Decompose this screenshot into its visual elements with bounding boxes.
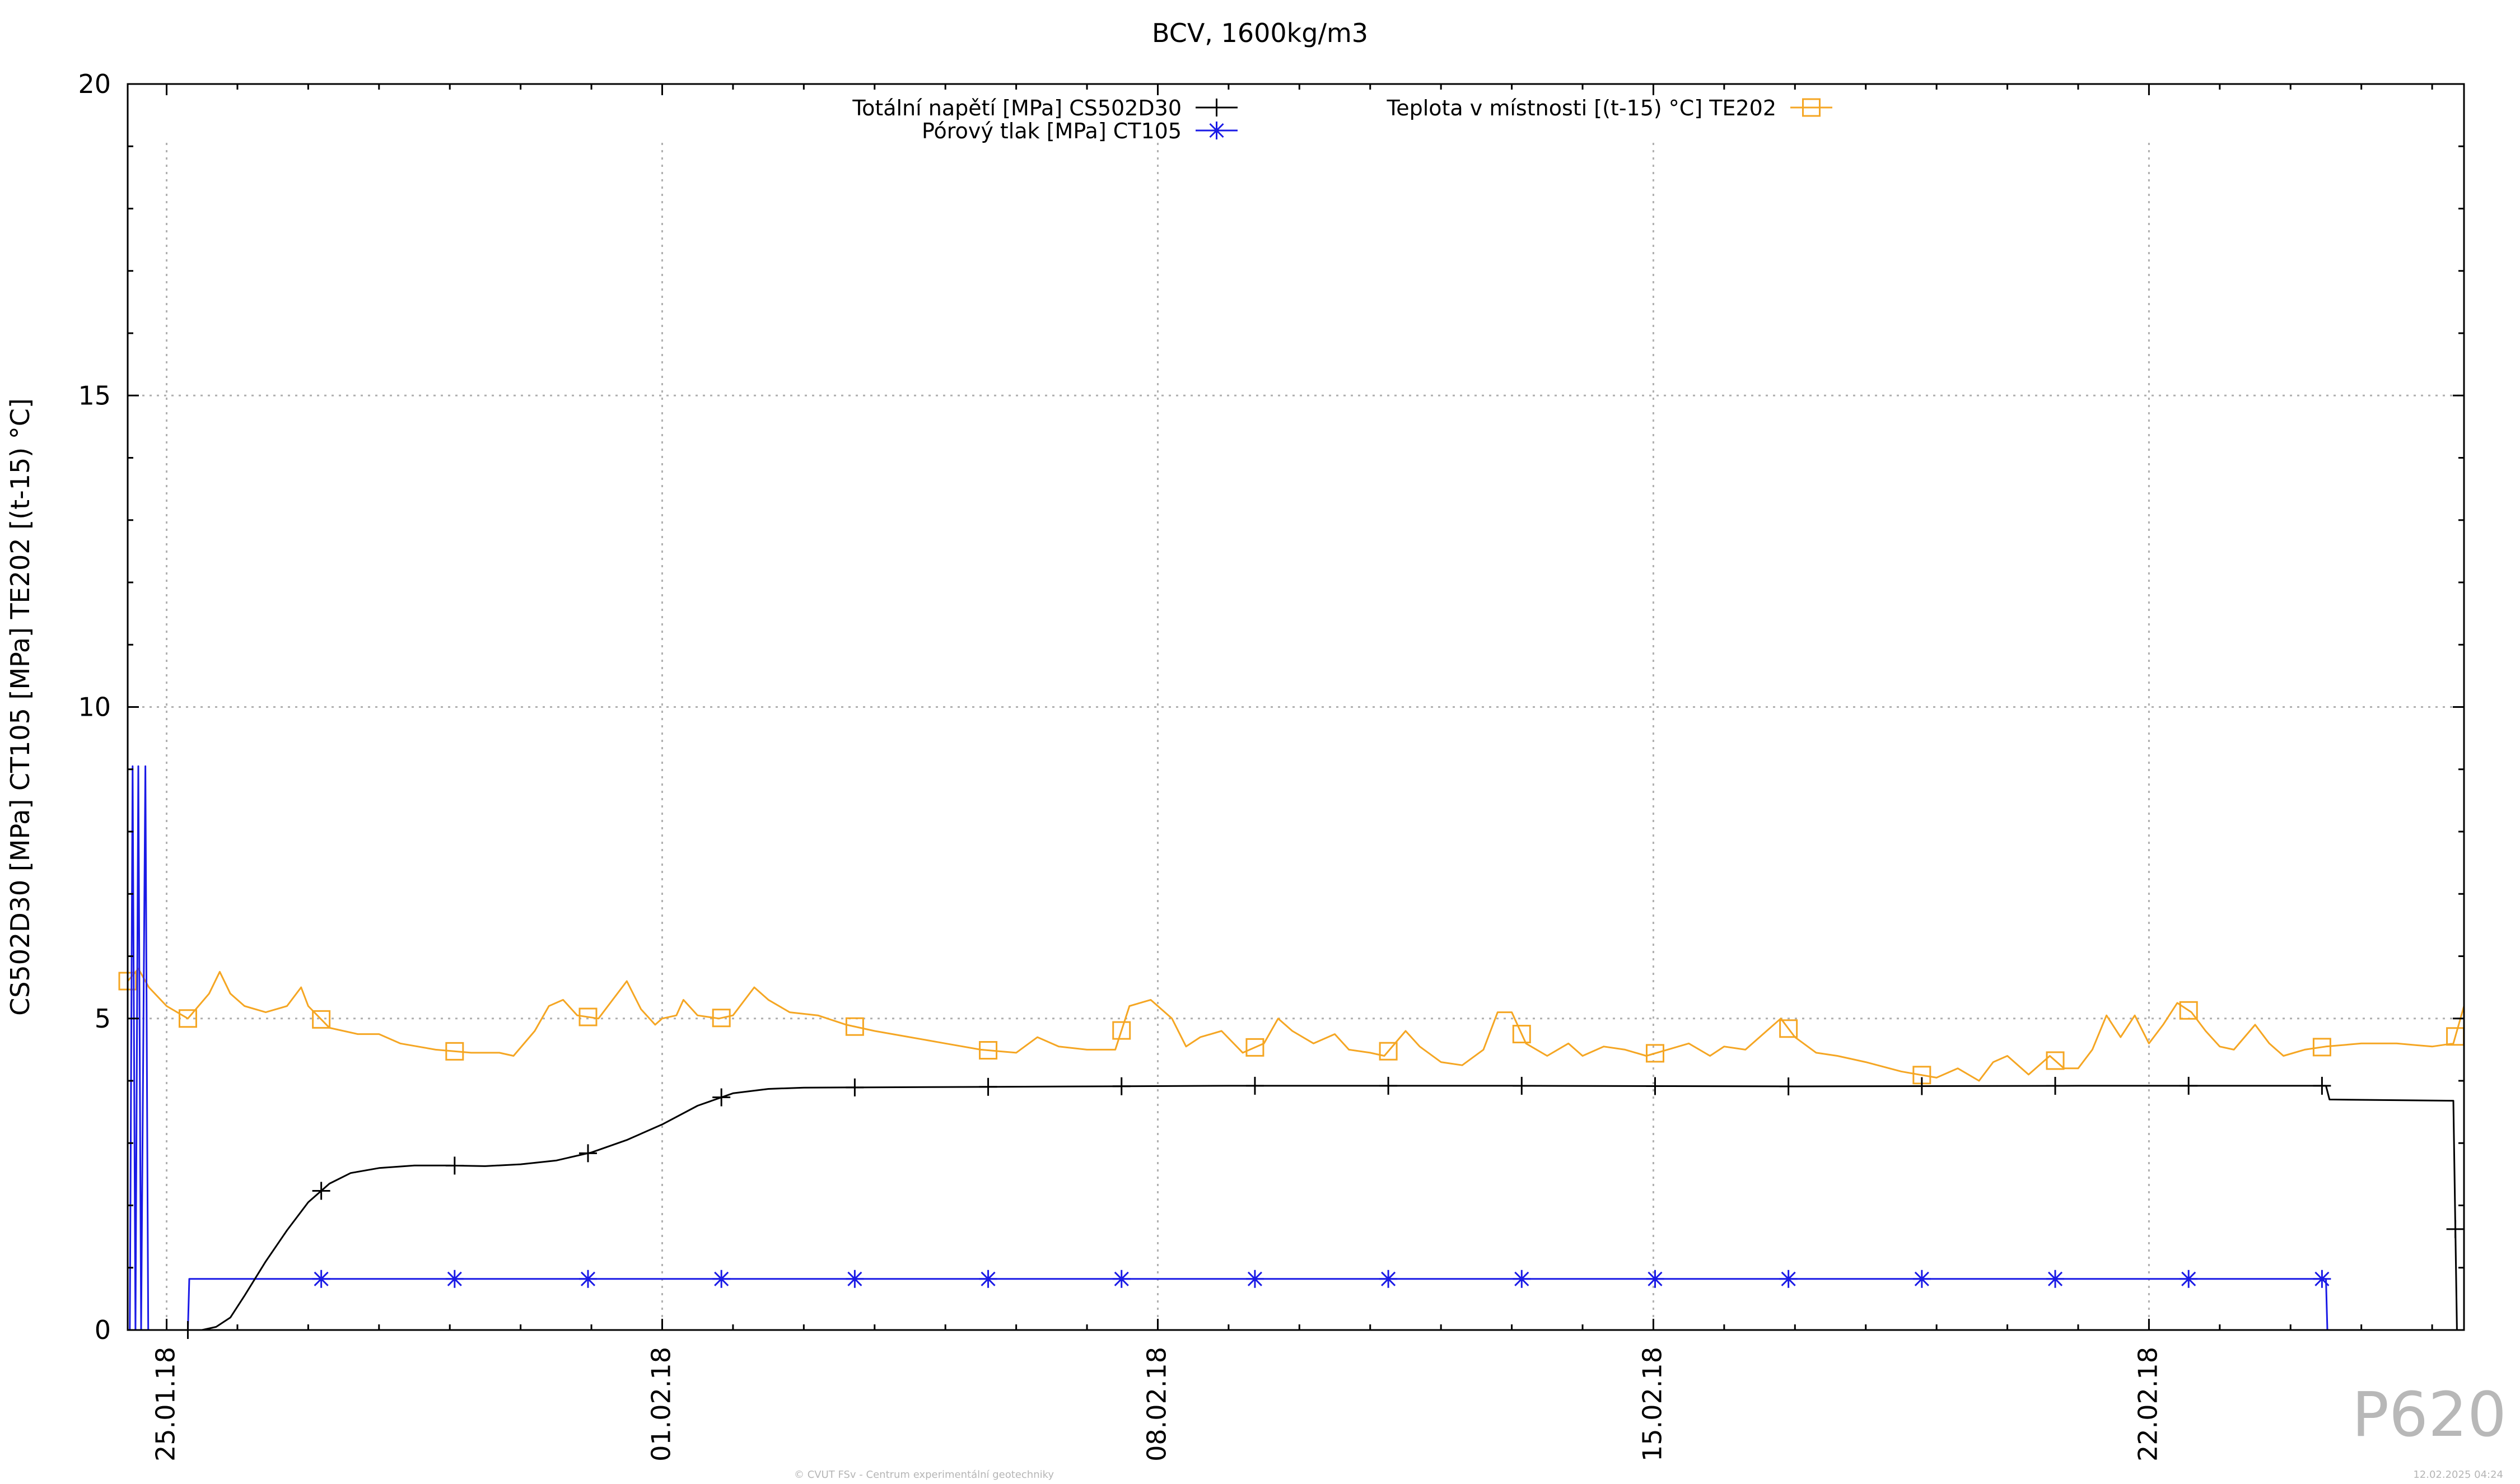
data-point-marker bbox=[1645, 1044, 1664, 1063]
data-point-marker bbox=[1209, 123, 1224, 138]
series-line bbox=[188, 1085, 2464, 1331]
data-point-marker bbox=[314, 1271, 329, 1286]
data-point-marker bbox=[2179, 1001, 2198, 1020]
y-tick-label: 10 bbox=[78, 692, 111, 722]
data-point-marker bbox=[712, 1009, 731, 1028]
x-tick-label: 01.02.18 bbox=[646, 1347, 676, 1462]
data-point-marker bbox=[714, 1271, 729, 1286]
data-point-marker bbox=[1381, 1271, 1396, 1286]
x-tick-label: 22.02.18 bbox=[2132, 1347, 2163, 1462]
axes: 0 5 10 15 20 25.01.18 01.02.18 08.02.18 15.02.18… bbox=[78, 69, 2464, 1462]
copyright-text: © CVUT FSv - Centrum experimentální geot… bbox=[794, 1469, 1054, 1481]
timestamp-text: 12.02.2025 04:24 bbox=[2413, 1469, 2503, 1481]
x-tick-label: 25.01.18 bbox=[151, 1347, 181, 1462]
watermark-label: P620 bbox=[2351, 1379, 2507, 1450]
data-point-marker bbox=[847, 1271, 862, 1286]
series-markers bbox=[118, 972, 2465, 1085]
legend-label: Totální napětí [MPa] CS502D30 bbox=[852, 96, 1182, 120]
data-point-marker bbox=[981, 1271, 996, 1286]
data-point-marker bbox=[1781, 1271, 1796, 1286]
data-point-marker bbox=[1112, 1021, 1131, 1040]
chart-title: BCV, 1600kg/m3 bbox=[1152, 18, 1368, 48]
grid-lines bbox=[128, 143, 2464, 1330]
data-point-marker bbox=[447, 1271, 462, 1286]
series-markers bbox=[179, 1076, 2465, 1339]
series-line bbox=[129, 765, 2328, 1331]
data-point-marker bbox=[1379, 1042, 1398, 1061]
legend-item: Teplota v místnosti [(t-15) °C] TE202 bbox=[1386, 96, 1832, 120]
data-point-marker bbox=[1914, 1271, 1929, 1286]
data-point-marker bbox=[580, 1271, 596, 1286]
legend-label: Teplota v místnosti [(t-15) °C] TE202 bbox=[1386, 96, 1776, 120]
y-tick-label: 0 bbox=[95, 1315, 111, 1345]
data-point-marker bbox=[445, 1042, 464, 1061]
series-markers bbox=[312, 1270, 2331, 1288]
data-point-marker bbox=[2181, 1271, 2196, 1286]
data-point-marker bbox=[845, 1017, 864, 1036]
legend-label: Pórový tlak [MPa] CT105 bbox=[922, 119, 1182, 143]
series-square bbox=[118, 968, 2465, 1085]
data-point-marker bbox=[1648, 1271, 1663, 1286]
data-point-marker bbox=[1245, 1038, 1264, 1057]
x-tick-label: 15.02.18 bbox=[1637, 1347, 1667, 1462]
x-tick-label: 08.02.18 bbox=[1141, 1347, 1172, 1462]
y-tick-label: 15 bbox=[78, 380, 111, 410]
legend-item: Totální napětí [MPa] CS502D30 bbox=[852, 96, 1238, 120]
series-plus bbox=[179, 1076, 2465, 1339]
y-tick-label: 5 bbox=[95, 1004, 111, 1034]
data-point-marker bbox=[2314, 1271, 2330, 1286]
data-point-marker bbox=[2046, 1051, 2065, 1070]
series-line bbox=[127, 968, 2465, 1082]
data-point-marker bbox=[1247, 1271, 1262, 1286]
data-point-marker bbox=[979, 1041, 998, 1060]
y-axis-label: CS502D30 [MPa] CT105 [MPa] TE202 [(t-15)… bbox=[5, 398, 35, 1016]
series-layer bbox=[118, 765, 2465, 1339]
series-star bbox=[129, 765, 2331, 1331]
data-point-marker bbox=[1514, 1271, 1529, 1286]
data-point-marker bbox=[1114, 1271, 1129, 1286]
y-tick-label: 20 bbox=[78, 69, 111, 99]
data-point-marker bbox=[1512, 1025, 1531, 1044]
legend-item: Pórový tlak [MPa] CT105 bbox=[922, 119, 1238, 143]
data-point-marker bbox=[578, 1007, 598, 1026]
data-point-marker bbox=[312, 1010, 331, 1029]
data-point-marker bbox=[1779, 1019, 1798, 1038]
data-point-marker bbox=[2312, 1038, 2331, 1057]
data-point-marker bbox=[178, 1009, 197, 1028]
data-point-marker bbox=[2047, 1271, 2063, 1286]
data-point-marker bbox=[1802, 98, 1821, 117]
